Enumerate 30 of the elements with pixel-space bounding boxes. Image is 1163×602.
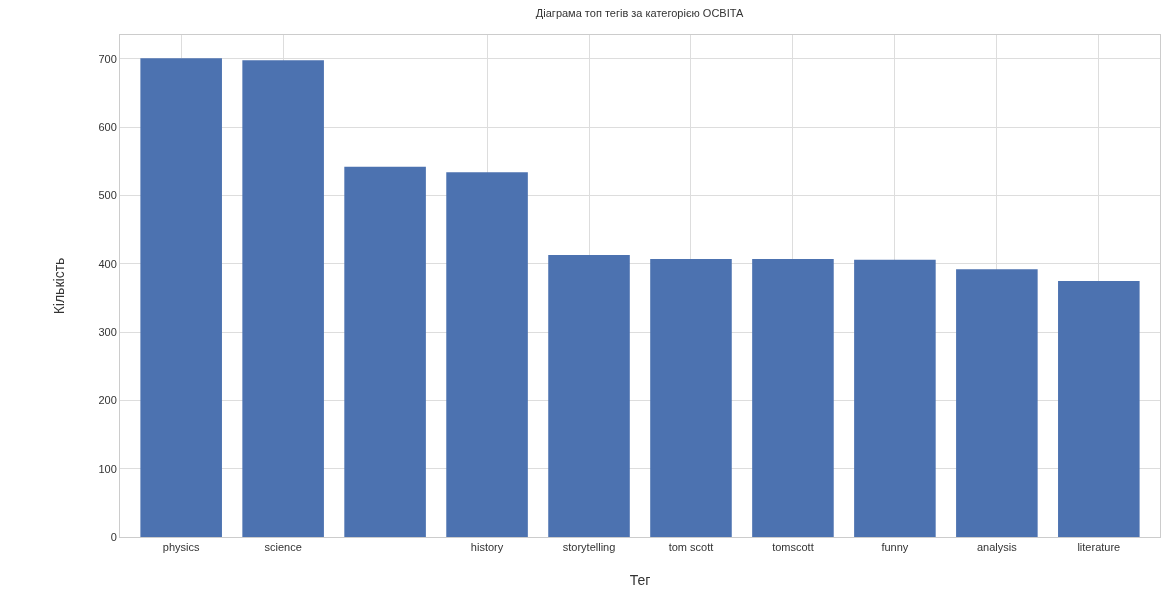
y-tick-label: 300	[98, 325, 117, 338]
y-tick-label: 400	[98, 257, 117, 270]
x-axis-title: Тег	[629, 571, 651, 588]
chart-title: Діаграма топ тегів за категорією ОСВІТА	[535, 6, 745, 19]
x-tick-label: tom scott	[668, 541, 714, 554]
bar	[548, 254, 630, 537]
bar	[1058, 280, 1140, 537]
bar	[344, 166, 426, 537]
bar	[752, 259, 834, 537]
x-tick-label: analysis	[976, 541, 1018, 554]
x-tick-label: science	[264, 541, 302, 554]
y-tick-label: 100	[98, 462, 117, 475]
y-tick-label: 600	[98, 121, 117, 134]
x-tick-label: physics	[162, 541, 201, 554]
y-tick-label: 200	[98, 394, 117, 407]
x-tick-label: history	[470, 541, 504, 554]
x-tick-label: storytelling	[562, 541, 616, 554]
bar	[446, 172, 528, 537]
y-tick-label: 700	[98, 52, 117, 65]
bar	[956, 269, 1038, 537]
bar	[242, 60, 324, 537]
x-tick-label: literature	[1077, 541, 1121, 554]
x-tick-label: tomscott	[772, 541, 814, 554]
y-tick-label: 500	[98, 189, 117, 202]
bar	[854, 259, 936, 537]
bar	[140, 58, 222, 537]
bar	[650, 259, 732, 537]
y-axis-title: Кількість	[51, 257, 68, 315]
y-tick-label: 0	[110, 530, 117, 543]
x-tick-label: funny	[881, 541, 909, 554]
